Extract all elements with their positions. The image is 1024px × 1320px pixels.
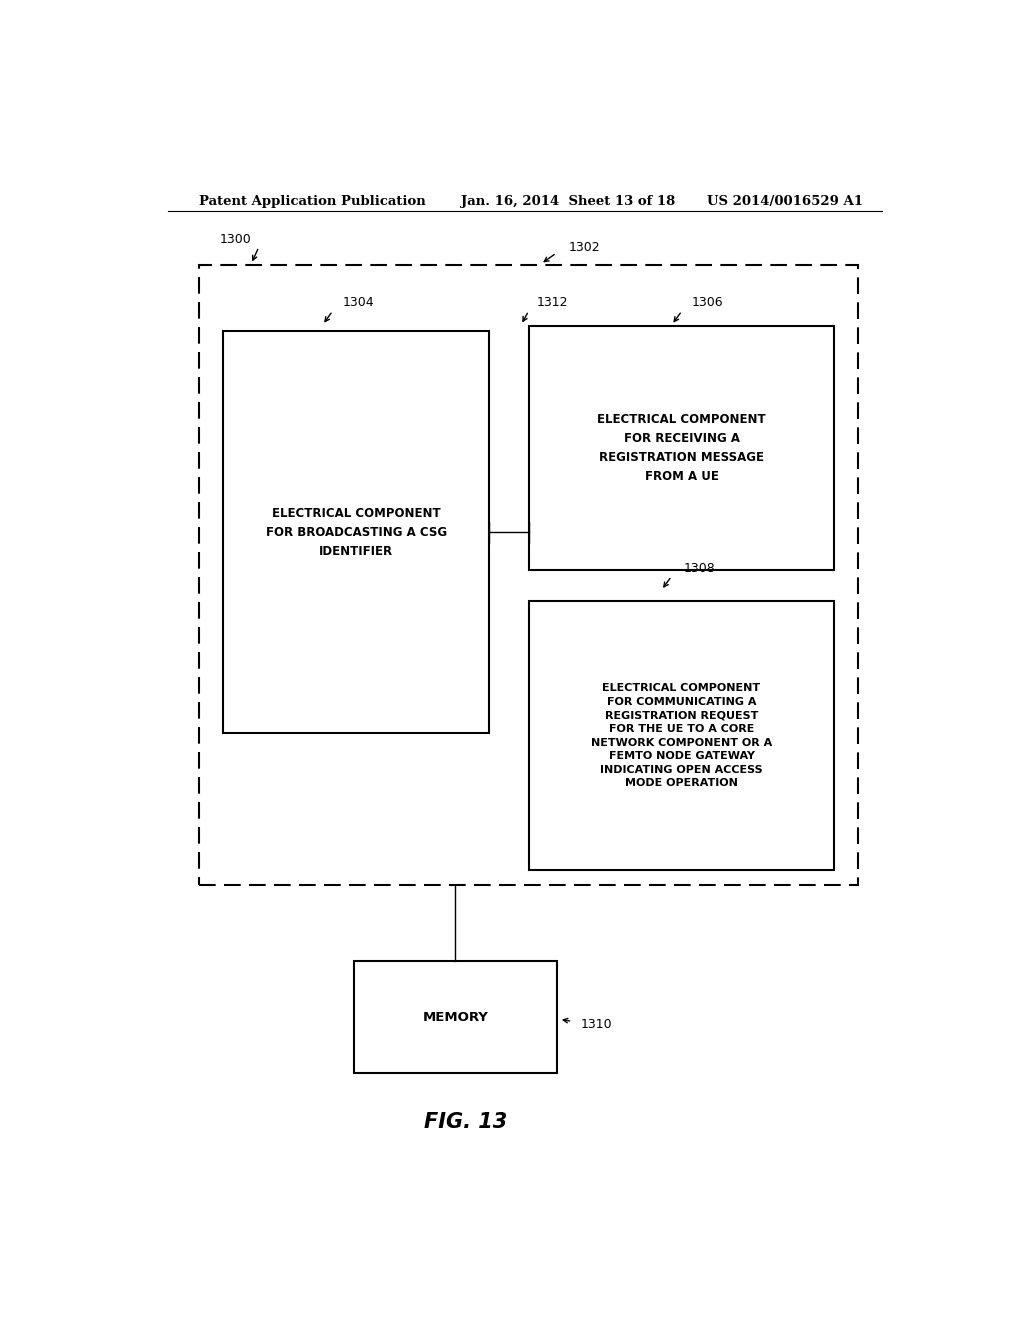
Text: 1312: 1312 [537, 296, 568, 309]
Text: MEMORY: MEMORY [423, 1011, 488, 1024]
FancyBboxPatch shape [354, 961, 557, 1073]
Text: FIG. 13: FIG. 13 [424, 1111, 507, 1133]
Text: 1302: 1302 [568, 242, 600, 255]
Text: 1306: 1306 [691, 296, 723, 309]
Text: ELECTRICAL COMPONENT
FOR COMMUNICATING A
REGISTRATION REQUEST
FOR THE UE TO A CO: ELECTRICAL COMPONENT FOR COMMUNICATING A… [591, 684, 772, 788]
Text: 1310: 1310 [581, 1018, 612, 1031]
Text: Jan. 16, 2014  Sheet 13 of 18: Jan. 16, 2014 Sheet 13 of 18 [461, 195, 676, 209]
Text: ELECTRICAL COMPONENT
FOR BROADCASTING A CSG
IDENTIFIER: ELECTRICAL COMPONENT FOR BROADCASTING A … [265, 507, 446, 558]
Text: 1300: 1300 [219, 234, 251, 247]
FancyBboxPatch shape [200, 265, 858, 886]
Text: US 2014/0016529 A1: US 2014/0016529 A1 [708, 195, 863, 209]
Text: Patent Application Publication: Patent Application Publication [200, 195, 426, 209]
FancyBboxPatch shape [223, 331, 489, 733]
Text: 1308: 1308 [684, 561, 716, 574]
Text: 1304: 1304 [342, 296, 374, 309]
FancyBboxPatch shape [528, 326, 835, 570]
FancyBboxPatch shape [528, 601, 835, 870]
Text: ELECTRICAL COMPONENT
FOR RECEIVING A
REGISTRATION MESSAGE
FROM A UE: ELECTRICAL COMPONENT FOR RECEIVING A REG… [597, 413, 766, 483]
